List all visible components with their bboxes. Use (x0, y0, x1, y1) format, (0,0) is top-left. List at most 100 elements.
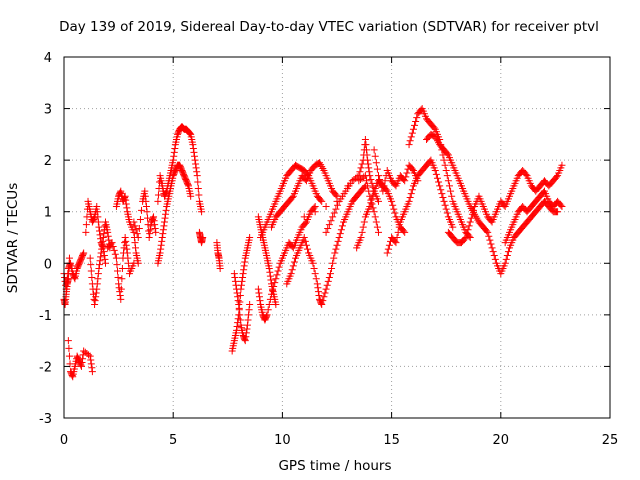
data-point-arc-18 (302, 241, 310, 249)
data-point-arc-21 (389, 201, 397, 209)
data-point-arc-25 (554, 208, 562, 216)
data-point-arc-18 (314, 284, 322, 292)
data-point-arc-25 (504, 248, 512, 256)
data-point-arc-10 (157, 241, 165, 249)
data-point-arc-22 (371, 152, 379, 160)
data-points (60, 105, 566, 381)
x-tick-label: 10 (274, 433, 291, 448)
data-point-arc-6 (122, 237, 130, 245)
data-point-arc-4 (95, 227, 103, 235)
data-point-arc-24 (441, 161, 449, 169)
data-point-arc-23 (406, 194, 414, 202)
x-tick-label: 20 (493, 433, 510, 448)
data-point-arc-5 (94, 270, 102, 278)
data-point-arc-5 (101, 222, 109, 230)
data-point-arc-25 (487, 240, 495, 248)
data-point-arc-24 (405, 141, 413, 149)
data-point-arc-9 (162, 188, 170, 196)
data-point-arc-8 (145, 234, 153, 241)
data-point-arc-21 (367, 199, 375, 207)
data-point-arc-23 (407, 190, 415, 198)
data-point-arc-6 (116, 292, 124, 300)
data-point-arc-4 (101, 259, 109, 267)
data-point-arc-12 (246, 234, 254, 241)
data-point-arc-8 (136, 215, 144, 223)
data-point-arc-25 (484, 228, 492, 236)
y-tick-label: 0 (44, 257, 52, 272)
data-point-arc-21 (360, 218, 368, 226)
y-tick-label: 4 (44, 51, 52, 66)
data-point-arc-21 (369, 191, 377, 199)
data-point-arc-3 (79, 355, 87, 363)
data-point-arc-19 (362, 177, 370, 185)
data-point-arc-19 (364, 182, 372, 190)
data-point-arc-18 (334, 237, 342, 245)
data-point-arc-13 (232, 281, 240, 289)
data-point-arc-24 (413, 114, 421, 122)
data-point-arc-23 (392, 239, 400, 247)
data-point-arc-18 (329, 259, 337, 267)
data-point-arc-26 (463, 230, 471, 238)
data-point-arc-23 (437, 186, 445, 194)
data-point-arc-20 (353, 173, 361, 181)
data-point-arc-20 (362, 146, 370, 154)
data-point-arc-18 (328, 264, 336, 272)
data-point-arc-10 (162, 210, 170, 218)
data-point-arc-4 (82, 221, 90, 229)
data-point-arc-18 (333, 241, 341, 249)
data-point-arc-8 (141, 192, 149, 200)
data-point-arc-6 (115, 280, 123, 288)
data-point-arc-8 (151, 224, 159, 232)
data-point-arc-18 (326, 270, 334, 278)
data-point-arc-24 (443, 172, 451, 180)
data-point-arc-20 (364, 156, 372, 164)
data-point-arc-5 (98, 245, 106, 253)
data-point-arc-25 (443, 150, 451, 158)
data-point-arc-8 (146, 230, 154, 238)
data-point-arc-8 (147, 222, 155, 230)
data-point-arc-22 (372, 159, 380, 167)
data-point-arc-9 (154, 191, 162, 199)
data-point-arc-7 (134, 259, 142, 267)
data-point-arc-22 (379, 187, 387, 195)
data-point-arc-22 (376, 175, 384, 183)
data-point-arc-6 (109, 243, 117, 251)
data-point-arc-5 (91, 297, 99, 305)
data-point-arc-26 (558, 161, 566, 169)
data-point-arc-8 (131, 222, 139, 230)
data-point-arc-23 (449, 223, 457, 231)
data-point-arc-13 (246, 301, 254, 309)
data-point-arc-18 (301, 237, 309, 245)
data-point-arc-3 (85, 351, 93, 359)
data-point-arc-25 (503, 252, 511, 260)
data-point-arc-18 (323, 281, 331, 289)
data-point-arc-14 (267, 276, 275, 284)
data-point-arc-7 (116, 188, 124, 196)
data-point-arc-15 (263, 311, 271, 319)
data-point-arc-19 (311, 208, 319, 216)
data-point-arc-13 (243, 321, 251, 329)
data-point-arc-6 (118, 264, 126, 272)
data-point-arc-22 (380, 182, 388, 190)
tick-marks (63, 56, 611, 419)
data-point-arc-5 (93, 285, 101, 293)
data-point-arc-26 (470, 206, 477, 214)
data-point-arc-9 (170, 148, 178, 156)
data-point-arc-27 (557, 201, 565, 209)
data-point-arc-13 (244, 316, 252, 324)
data-point-arc-24 (440, 156, 448, 164)
data-point-arc-23 (433, 174, 441, 182)
data-point-arc-8 (134, 234, 142, 241)
data-point-arc-23 (432, 170, 440, 178)
y-tick-labels: -3 -2 -1 0 1 2 3 4 (39, 51, 52, 427)
data-point-arc-9 (193, 172, 201, 180)
data-point-arc-3 (65, 344, 73, 352)
data-point-arc-13 (231, 277, 239, 285)
data-point-arc-6 (108, 239, 116, 247)
data-point-arc-25 (490, 252, 498, 260)
data-point-arc-6 (114, 273, 122, 281)
data-point-arc-15 (273, 271, 281, 279)
data-point-arc-9 (171, 145, 179, 153)
data-point-arc-5 (104, 232, 112, 240)
data-point-arc-21 (401, 228, 409, 236)
